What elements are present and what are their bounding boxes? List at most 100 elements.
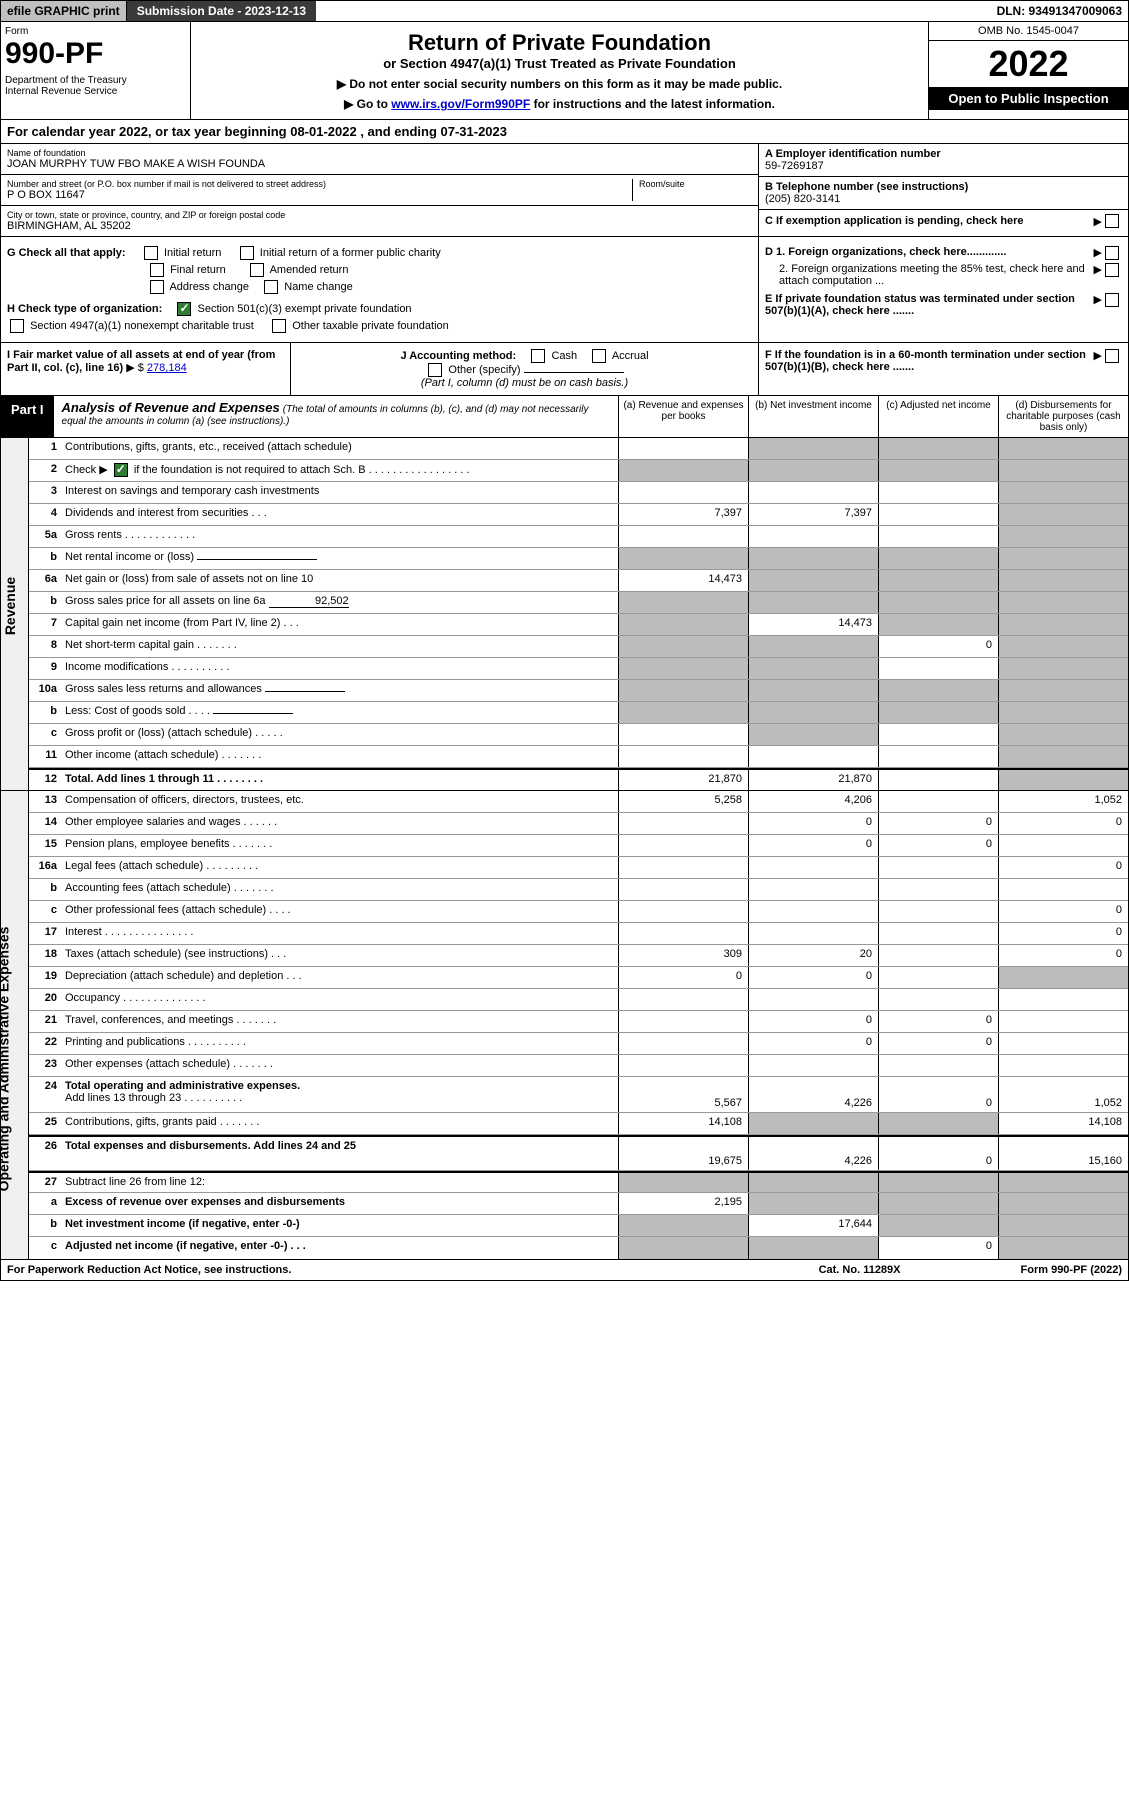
g-amended-checkbox[interactable] (250, 263, 264, 277)
cell-value: 19,675 (618, 1137, 748, 1170)
cell-value: 0 (748, 1011, 878, 1032)
address-label: Number and street (or P.O. box number if… (7, 179, 632, 189)
irs-link[interactable]: www.irs.gov/Form990PF (391, 97, 530, 111)
d2-checkbox[interactable] (1105, 263, 1119, 277)
form-title: Return of Private Foundation (199, 30, 920, 56)
j-cash-checkbox[interactable] (531, 349, 545, 363)
instruction-2-post: for instructions and the latest informat… (534, 97, 775, 111)
sch-b-checkbox[interactable] (114, 463, 128, 477)
cell-value: 309 (618, 945, 748, 966)
col-c-header: (c) Adjusted net income (878, 396, 998, 437)
arrow-icon: ▶ (1094, 246, 1102, 260)
h-4947-checkbox[interactable] (10, 319, 24, 333)
instruction-2-pre: ▶ Go to (344, 97, 391, 111)
row-desc: Contributions, gifts, grants, etc., rece… (61, 438, 618, 459)
g-final-checkbox[interactable] (150, 263, 164, 277)
row-desc: Gross sales less returns and allowances (61, 680, 618, 701)
f-checkbox[interactable] (1105, 349, 1119, 363)
city-value: BIRMINGHAM, AL 35202 (7, 220, 752, 232)
cell-value: 15,160 (998, 1137, 1128, 1170)
cell-value: 14,473 (748, 614, 878, 635)
row-desc: Interest . . . . . . . . . . . . . . . (61, 923, 618, 944)
row-num: 4 (29, 504, 61, 525)
cell-value: 5,567 (618, 1077, 748, 1112)
row-num: 6a (29, 570, 61, 591)
expenses-side-label: Operating and Administrative Expenses (0, 927, 11, 1192)
cell-value: 1,052 (998, 791, 1128, 812)
row-desc: Subtract line 26 from line 12: (61, 1173, 618, 1192)
row-num: 25 (29, 1113, 61, 1134)
row-num: 21 (29, 1011, 61, 1032)
footer-paperwork: For Paperwork Reduction Act Notice, see … (7, 1264, 819, 1276)
row-num: 23 (29, 1055, 61, 1076)
revenue-side-label: Revenue (2, 577, 18, 635)
row-num: 26 (29, 1137, 61, 1170)
j-cash: Cash (551, 350, 577, 362)
cell-value: 0 (878, 1033, 998, 1054)
g-former-checkbox[interactable] (240, 246, 254, 260)
row-num: 19 (29, 967, 61, 988)
row-num: 7 (29, 614, 61, 635)
h-501c3-checkbox[interactable] (177, 302, 191, 316)
cell-value: 14,108 (618, 1113, 748, 1134)
e-checkbox[interactable] (1105, 293, 1119, 307)
cell-value: 1,052 (998, 1077, 1128, 1112)
cell-value: 0 (998, 901, 1128, 922)
row-desc: Printing and publications . . . . . . . … (61, 1033, 618, 1054)
cell-value: 0 (748, 813, 878, 834)
row-desc: Other expenses (attach schedule) . . . .… (61, 1055, 618, 1076)
col-d-header: (d) Disbursements for charitable purpose… (998, 396, 1128, 437)
part-i-label: Part I (1, 396, 54, 437)
i-value[interactable]: 278,184 (147, 362, 187, 374)
row-desc: Other income (attach schedule) . . . . .… (61, 746, 618, 767)
h-other-checkbox[interactable] (272, 319, 286, 333)
row-desc: Gross sales price for all assets on line… (61, 592, 618, 613)
instruction-1: ▶ Do not enter social security numbers o… (199, 77, 920, 91)
dept-treasury: Department of the Treasury Internal Reve… (5, 75, 186, 97)
g-opt-4: Address change (169, 281, 249, 293)
cell-value: 7,397 (748, 504, 878, 525)
cell-value: 0 (748, 1033, 878, 1054)
cell-value: 0 (998, 923, 1128, 944)
row-desc: Less: Cost of goods sold . . . . (61, 702, 618, 723)
row-num: 14 (29, 813, 61, 834)
g-name-checkbox[interactable] (264, 280, 278, 294)
cell-value: 0 (618, 967, 748, 988)
row-desc: Total. Add lines 1 through 11 . . . . . … (61, 770, 618, 790)
j-label: J Accounting method: (400, 350, 516, 362)
j-accrual: Accrual (612, 350, 649, 362)
cell-value: 0 (878, 835, 998, 856)
g-opt-1: Initial return of a former public charit… (260, 247, 441, 259)
h-opt-1: Section 501(c)(3) exempt private foundat… (198, 303, 412, 315)
d1-checkbox[interactable] (1105, 246, 1119, 260)
col-b-header: (b) Net investment income (748, 396, 878, 437)
row-desc: Contributions, gifts, grants paid . . . … (61, 1113, 618, 1134)
row-num: c (29, 1237, 61, 1259)
row-desc: Accounting fees (attach schedule) . . . … (61, 879, 618, 900)
dln: DLN: 93491347009063 (991, 1, 1128, 21)
row-desc: Other employee salaries and wages . . . … (61, 813, 618, 834)
cell-value: 0 (998, 813, 1128, 834)
j-other-checkbox[interactable] (428, 363, 442, 377)
row-num: 27 (29, 1173, 61, 1192)
row-num: 24 (29, 1077, 61, 1112)
form-label: Form (5, 26, 186, 37)
g-initial-checkbox[interactable] (144, 246, 158, 260)
cell-value: 14,108 (998, 1113, 1128, 1134)
row-num: 2 (29, 460, 61, 481)
g-address-checkbox[interactable] (150, 280, 164, 294)
form-number: 990-PF (5, 37, 186, 71)
arrow-icon: ▶ (1094, 293, 1102, 317)
j-accrual-checkbox[interactable] (592, 349, 606, 363)
row-desc: Adjusted net income (if negative, enter … (61, 1237, 618, 1259)
footer-cat: Cat. No. 11289X (819, 1264, 901, 1276)
room-label: Room/suite (639, 179, 752, 189)
exemption-checkbox[interactable] (1105, 214, 1119, 228)
row-desc: Net rental income or (loss) (61, 548, 618, 569)
row-desc: Total expenses and disbursements. Add li… (61, 1137, 618, 1170)
row-num: c (29, 901, 61, 922)
row-desc: Legal fees (attach schedule) . . . . . .… (61, 857, 618, 878)
row-num: 20 (29, 989, 61, 1010)
g-opt-5: Name change (284, 281, 353, 293)
efile-badge: efile GRAPHIC print (1, 1, 127, 21)
